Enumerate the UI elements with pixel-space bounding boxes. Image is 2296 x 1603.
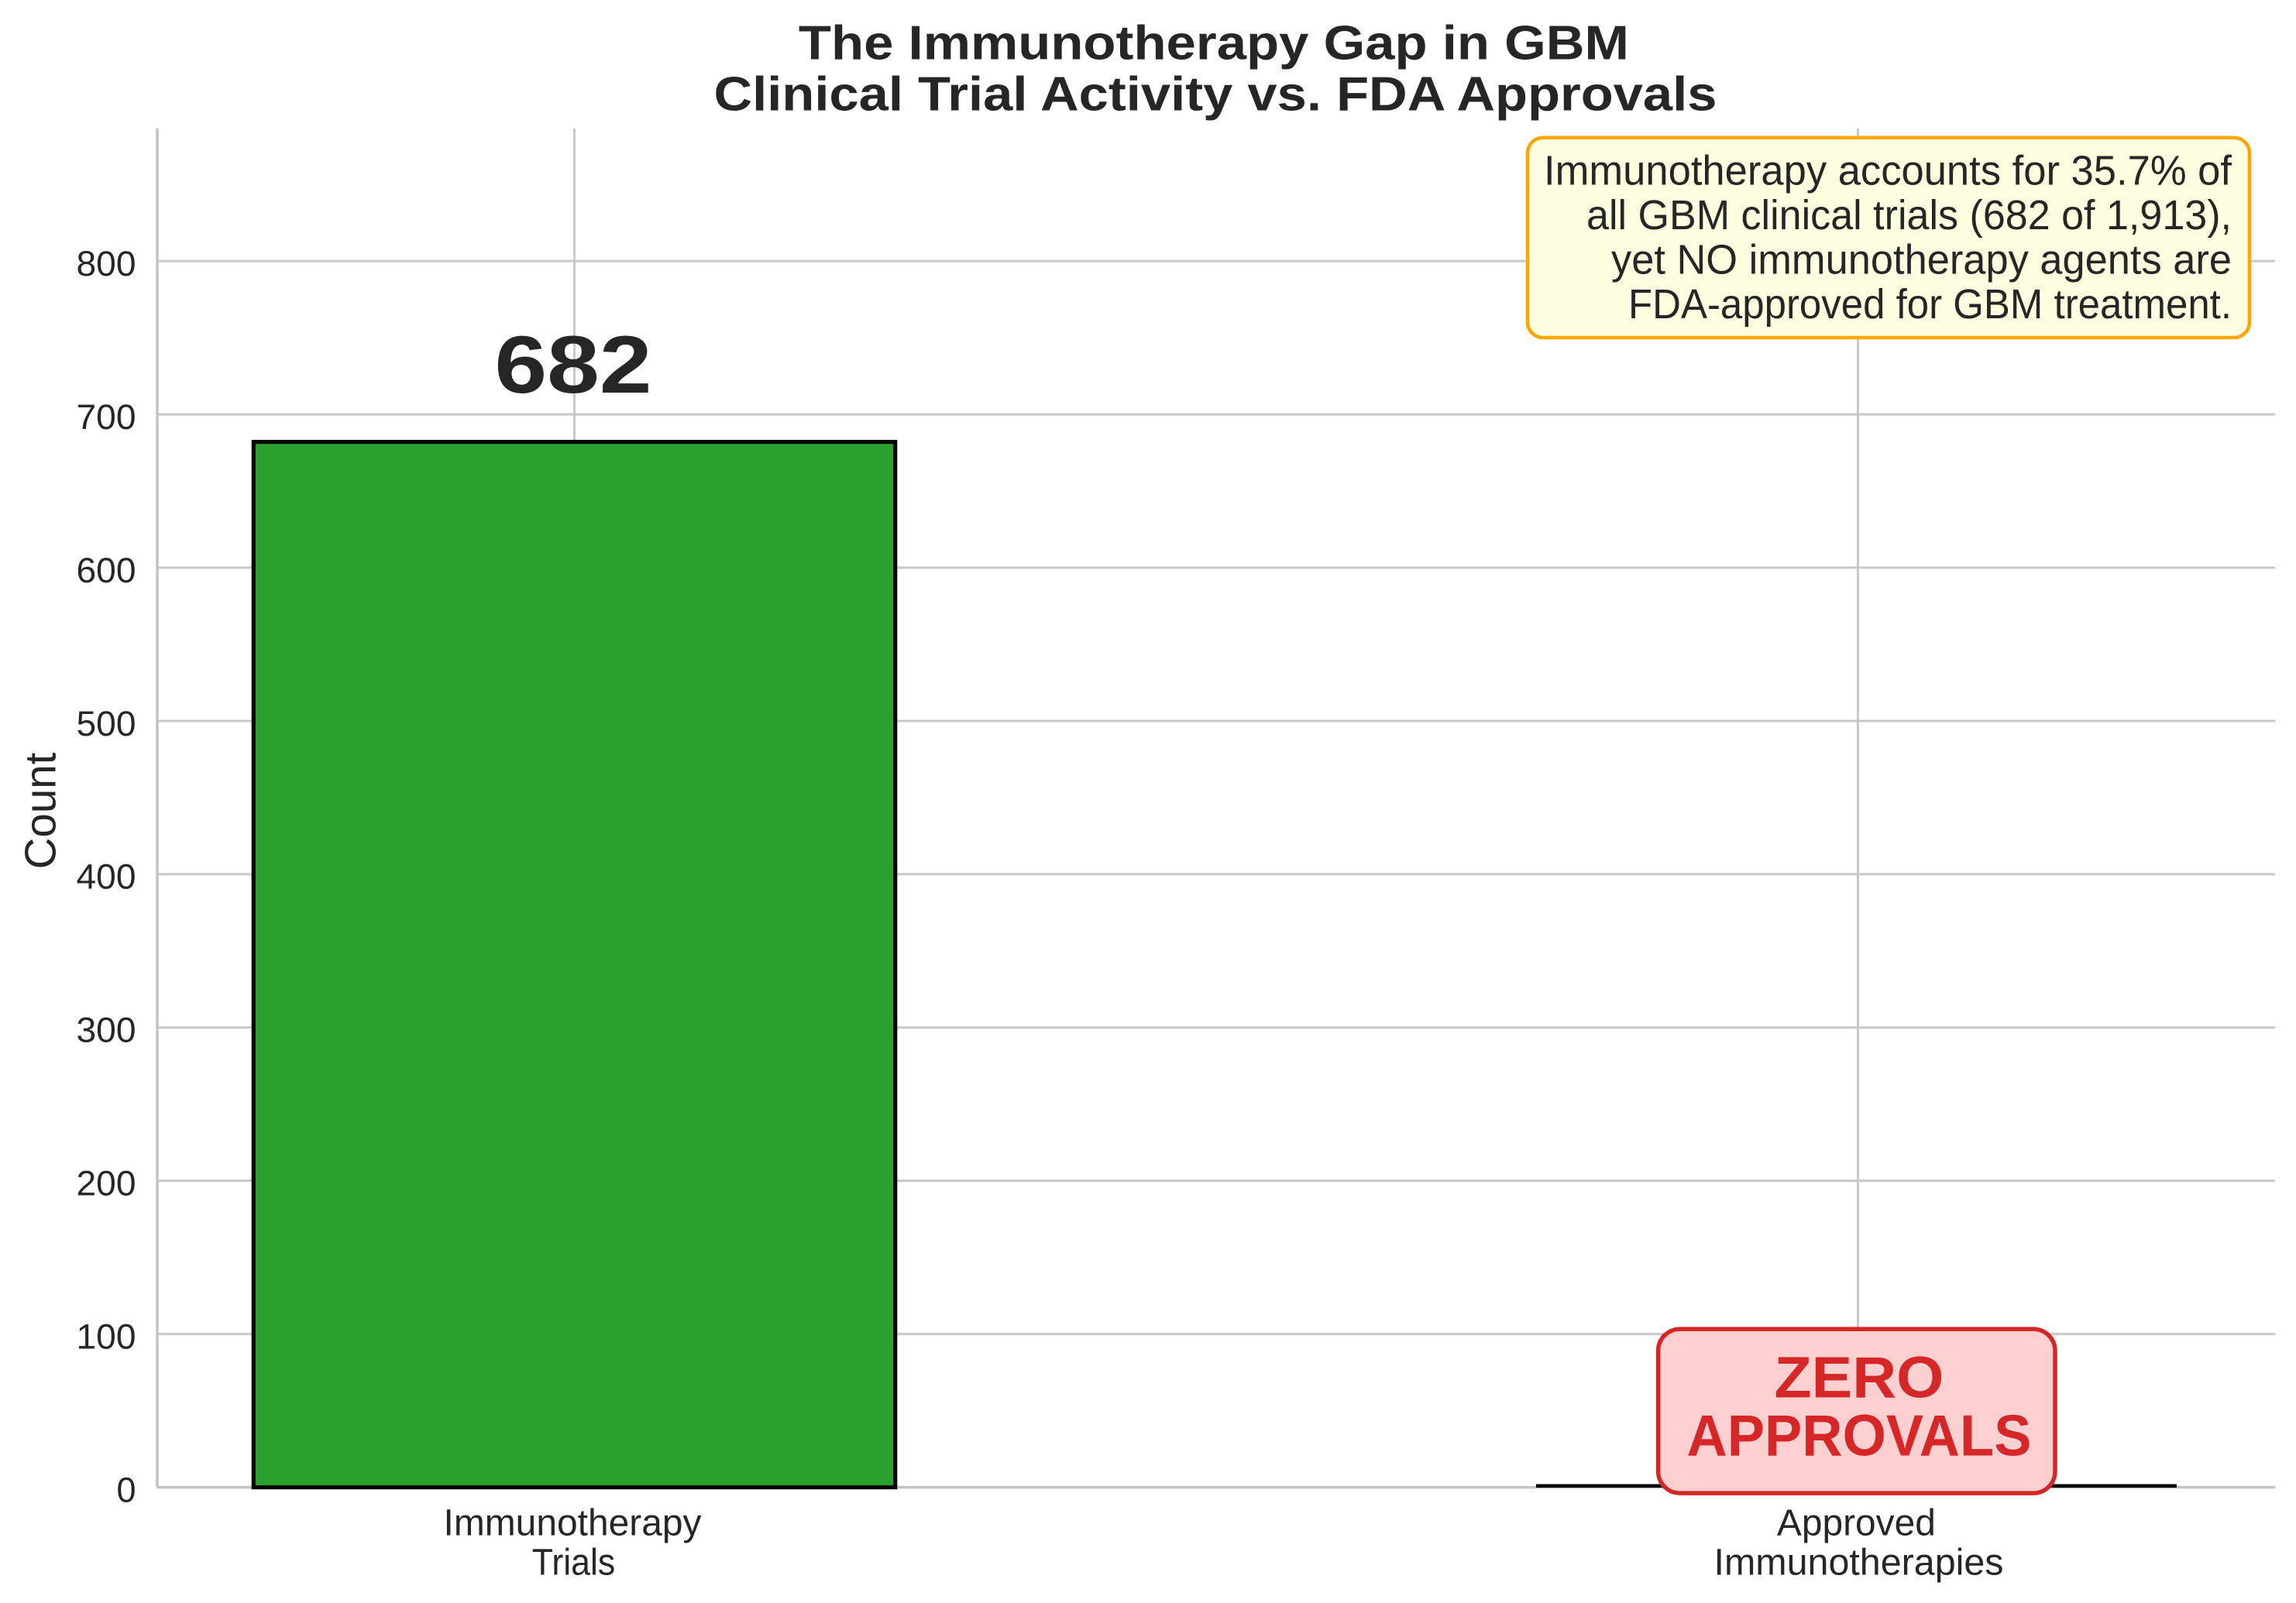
svg-text:Clinical Trial Activity vs. FD: Clinical Trial Activity vs. FDA Approval… (714, 67, 1717, 122)
svg-text:Immunotherapy: Immunotherapy (444, 1502, 702, 1543)
svg-text:100: 100 (77, 1317, 136, 1357)
svg-text:600: 600 (77, 551, 136, 590)
svg-text:The Immunotherapy Gap in GBM: The Immunotherapy Gap in GBM (799, 16, 1629, 70)
svg-text:yet NO immunotherapy agents ar: yet NO immunotherapy agents are (1611, 237, 2232, 283)
svg-text:300: 300 (77, 1011, 136, 1050)
svg-text:Immunotherapies: Immunotherapies (1714, 1543, 2004, 1584)
svg-text:Trials: Trials (532, 1543, 616, 1584)
svg-text:500: 500 (77, 704, 136, 743)
svg-text:200: 200 (77, 1164, 136, 1203)
svg-text:FDA-approved for GBM treatment: FDA-approved for GBM treatment. (1628, 281, 2232, 328)
svg-text:all GBM clinical trials (682 o: all GBM clinical trials (682 of 1,913), (1586, 192, 2232, 239)
svg-text:APPROVALS: APPROVALS (1687, 1402, 2032, 1467)
svg-text:400: 400 (77, 857, 136, 897)
svg-text:Approved: Approved (1777, 1502, 1936, 1543)
svg-text:800: 800 (77, 244, 136, 283)
svg-text:682: 682 (495, 320, 652, 410)
svg-text:700: 700 (77, 397, 136, 437)
svg-text:0: 0 (116, 1470, 136, 1509)
svg-text:Count: Count (16, 752, 65, 869)
svg-text:Immunotherapy accounts for 35.: Immunotherapy accounts for 35.7% of (1544, 148, 2232, 194)
svg-text:ZERO: ZERO (1775, 1344, 1944, 1409)
